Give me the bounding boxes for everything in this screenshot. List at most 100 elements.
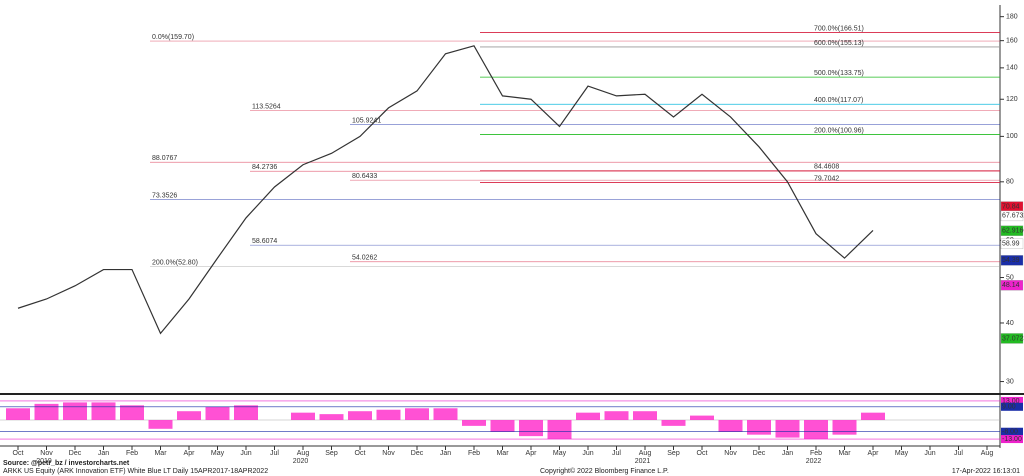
indicator-tag	[1001, 402, 1023, 411]
x-tick-label: Dec	[411, 450, 424, 457]
indicator-bar	[376, 409, 401, 420]
y-tick-label: 40	[1006, 320, 1014, 327]
level-label: 84.2736	[252, 164, 277, 171]
x-tick-label: Aug	[981, 450, 994, 457]
price-tag-label: 67.6732	[1002, 213, 1024, 220]
x-tick-label: Aug	[297, 450, 310, 457]
indicator-bar	[348, 411, 372, 420]
price-tag	[1000, 280, 1024, 291]
fib-label: 600.0%(155.13)	[814, 40, 864, 47]
level-label: 80.6433	[352, 173, 377, 180]
y-tick-label: 160	[1006, 38, 1018, 45]
x-tick-label: Mar	[838, 450, 851, 457]
price-tag-label: 48.14	[1002, 282, 1020, 289]
x-tick-label: Nov	[40, 450, 53, 457]
x-tick-label: May	[895, 450, 909, 457]
indicator-tag-label: -13.00	[1002, 436, 1022, 443]
indicator-bar	[775, 420, 800, 438]
indicator-tag-label: 9.00	[1002, 404, 1016, 411]
x-tick-label: Sep	[667, 450, 680, 457]
level-label: 58.6074	[252, 238, 277, 245]
fib-label: 500.0%(133.75)	[814, 70, 864, 77]
indicator-tag	[1001, 427, 1023, 436]
y-tick-label: 30	[1006, 378, 1014, 385]
y-tick-label: 120	[1006, 96, 1018, 103]
x-tick-label: Oct	[13, 450, 24, 457]
x-tick-label: Nov	[724, 450, 737, 457]
year-label: 2021	[635, 458, 651, 465]
fib-label: 200.0%(100.96)	[814, 127, 864, 134]
indicator-bar	[576, 412, 600, 420]
price-tag	[1000, 255, 1024, 266]
x-tick-label: Jul	[270, 450, 279, 457]
y-tick-label: 180	[1006, 14, 1018, 21]
x-tick-label: Mar	[496, 450, 509, 457]
price-tag-label: 62.9166	[1002, 228, 1024, 235]
level-label: 88.0767	[152, 155, 177, 162]
source: Source: @petr_bz / investorcharts.net	[3, 460, 130, 467]
x-tick-label: Feb	[810, 450, 822, 457]
fib-label: 700.0%(166.51)	[814, 25, 864, 32]
indicator-bar	[91, 402, 116, 420]
x-tick-label: Jul	[954, 450, 963, 457]
level-label: 113.5264	[252, 103, 281, 110]
fib-label: 400.0%(117.07)	[814, 97, 863, 104]
indicator-tag-label: -8.00	[1002, 429, 1018, 436]
price-tag-label: 54.39	[1002, 257, 1020, 264]
x-tick-label: Jul	[612, 450, 621, 457]
price-tag-label: 70.84	[1002, 203, 1020, 210]
x-tick-label: Jan	[782, 450, 793, 457]
indicator-bar	[177, 411, 201, 420]
price-tag-label: 37.0723	[1002, 335, 1024, 342]
indicator-bar	[861, 412, 885, 420]
indicator-bar	[604, 411, 629, 420]
timestamp: 17-Apr-2022 16:13:01	[952, 468, 1020, 475]
indicator-bar	[291, 412, 315, 420]
level-label: 0.0%(159.70)	[152, 34, 194, 41]
x-tick-label: Feb	[468, 450, 480, 457]
indicator-bar	[120, 405, 144, 420]
x-tick-label: Aug	[639, 450, 652, 457]
indicator-bar	[804, 420, 828, 440]
security: ARKK US Equity (ARK Innovation ETF) Whit…	[3, 468, 268, 475]
indicator-bar	[661, 420, 686, 426]
x-tick-label: Dec	[753, 450, 766, 457]
x-tick-label: Mar	[154, 450, 167, 457]
year-label: 2020	[293, 458, 309, 465]
indicator-bar	[234, 405, 258, 420]
x-tick-label: Jun	[240, 450, 251, 457]
y-tick-label: 100	[1006, 133, 1018, 140]
indicator-bar	[747, 420, 771, 435]
x-tick-label: Nov	[382, 450, 395, 457]
x-tick-label: Jun	[924, 450, 935, 457]
indicator-bar	[832, 420, 857, 435]
indicator-tag	[1001, 396, 1023, 405]
x-tick-label: May	[553, 450, 567, 457]
indicator-tag	[1001, 435, 1023, 444]
x-tick-label: Apr	[184, 450, 196, 457]
x-tick-label: Oct	[355, 450, 366, 457]
fib-label: 79.7042	[814, 175, 839, 182]
copyright: Copyright© 2022 Bloomberg Finance L.P.	[540, 467, 669, 475]
indicator-bar	[462, 420, 486, 426]
level-label: 200.0%(52.80)	[152, 259, 198, 266]
indicator-bar	[718, 420, 743, 432]
price-tag-label: 58.99	[1002, 241, 1020, 248]
x-tick-label: Dec	[69, 450, 82, 457]
indicator-bar	[690, 415, 714, 420]
indicator-bar	[319, 414, 344, 420]
indicator-bar	[519, 420, 543, 437]
x-tick-label: Jan	[440, 450, 451, 457]
price-tag	[1000, 238, 1024, 250]
indicator-bar	[633, 411, 657, 420]
x-tick-label: Sep	[325, 450, 338, 457]
x-tick-label: Oct	[697, 450, 708, 457]
year-label: 2019	[36, 458, 52, 465]
fib-label: 84.4608	[814, 164, 839, 171]
price-tag	[1000, 210, 1024, 222]
x-tick-label: Apr	[526, 450, 538, 457]
x-tick-label: Jan	[98, 450, 109, 457]
y-tick-label: 50	[1006, 274, 1014, 281]
y-tick-label: 140	[1006, 65, 1018, 72]
